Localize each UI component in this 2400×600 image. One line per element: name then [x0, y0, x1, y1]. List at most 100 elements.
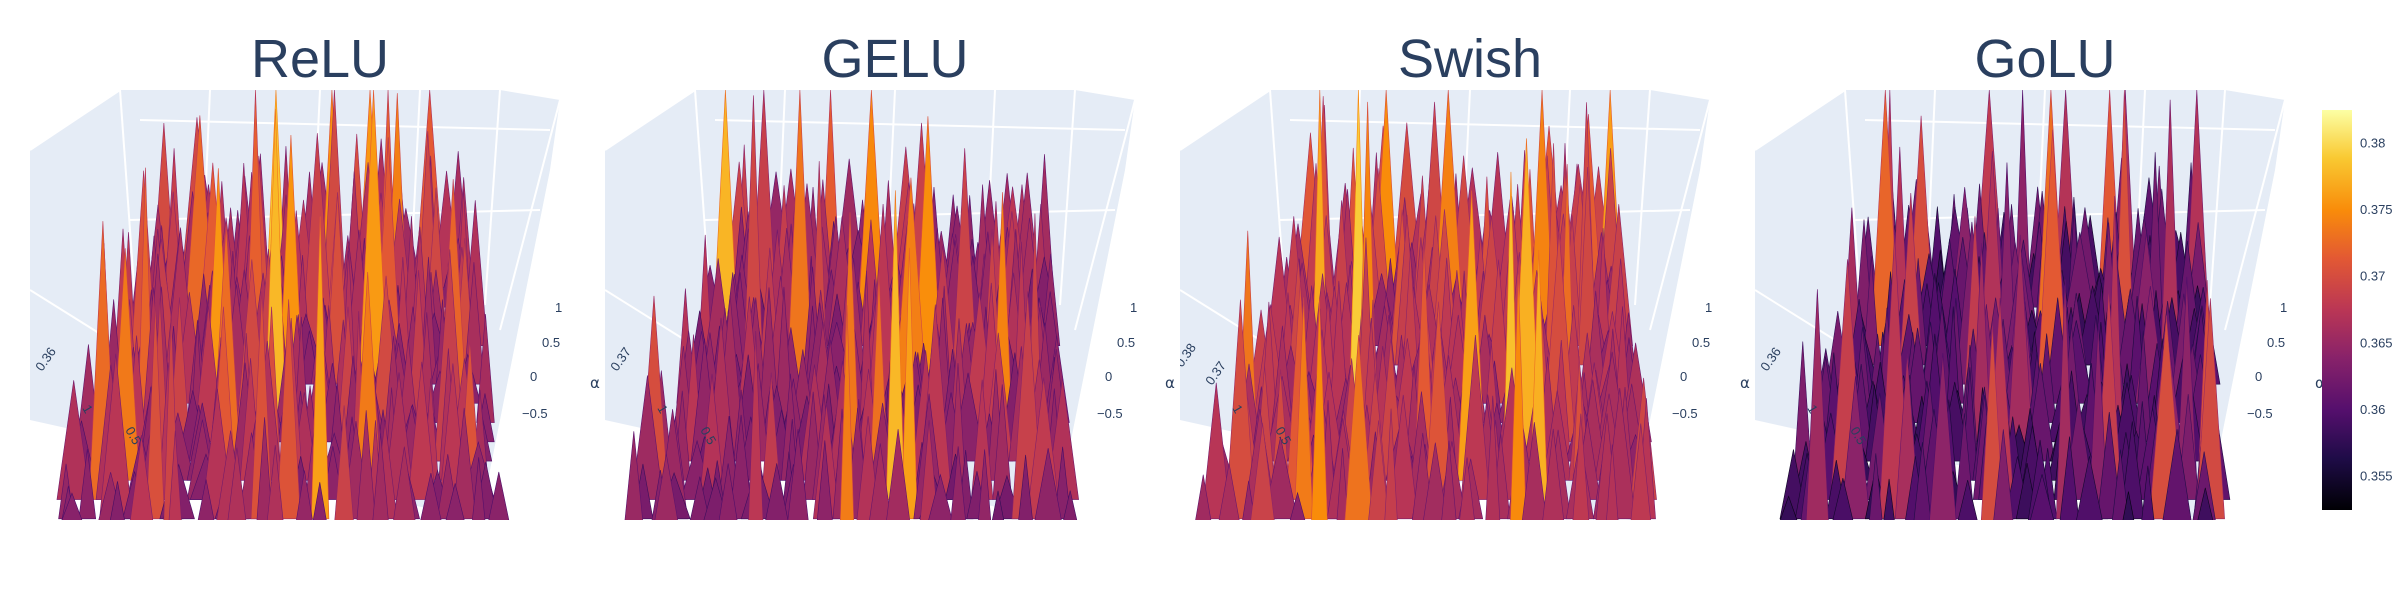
y-tick-label: −0.5: [1097, 406, 1123, 421]
surface-spike: [1955, 479, 1980, 530]
surface-spike: [652, 453, 680, 530]
colorbar-tick-label: 0.38: [2360, 135, 2385, 150]
scene-clip: [605, 520, 1185, 530]
surface-spike: [1343, 334, 1374, 530]
colorbar-tick-label: 0.36: [2360, 402, 2385, 417]
colorbar-gradient: [2322, 110, 2352, 510]
surface-spike: [816, 440, 834, 530]
y-tick-label: 0: [1105, 369, 1112, 384]
surface-spike: [108, 481, 127, 530]
y-tick-label: 1: [1705, 300, 1712, 315]
colorbar-tick-label: 0.365: [2360, 335, 2393, 350]
surface-spike: [1605, 444, 1620, 530]
y-tick-label: −0.5: [2247, 406, 2273, 421]
y-tick-label: −0.5: [1672, 406, 1698, 421]
subplot-relu[interactable]: ReLU 1 0.5 0 −0.5 α 1 0.5 0.36: [30, 0, 610, 600]
surface-spike: [1912, 442, 1933, 530]
surface-spike: [418, 472, 444, 530]
surface-spikes: [56, 90, 512, 530]
surface-spike: [486, 471, 512, 530]
subplot-title: ReLU: [250, 29, 390, 89]
surface-spike: [471, 457, 487, 530]
surface-spike: [2027, 474, 2057, 530]
surface-spikes: [1776, 90, 2231, 530]
surface-spike: [623, 431, 644, 530]
scene-clip: [30, 520, 610, 530]
surface-spike: [145, 302, 165, 520]
surface-spike: [265, 445, 285, 530]
surface-spike: [1629, 423, 1652, 530]
surface-spikes: [1193, 90, 1657, 530]
y-tick-label: 0: [2255, 369, 2262, 384]
surface-spike: [1541, 428, 1566, 530]
y-axis-title: α: [590, 374, 600, 392]
surface-spike: [1249, 423, 1276, 530]
surface-spike: [443, 483, 467, 530]
y-axis-title: α: [1740, 374, 1750, 392]
surface-spike: [884, 429, 912, 530]
surface-spike: [78, 448, 97, 520]
surface-spike: [2195, 487, 2216, 530]
surface-spike: [1388, 394, 1419, 520]
y-tick-label: 1: [1130, 300, 1137, 315]
subplot-gelu[interactable]: GELU 1 0.5 0 −0.5 α 1 0.5 0.37: [605, 0, 1185, 600]
surface-spike: [977, 449, 992, 530]
surface-spike: [2074, 456, 2105, 530]
surface-spike: [276, 299, 301, 520]
surface-spike: [1367, 420, 1390, 530]
y-tick-label: 0: [530, 369, 537, 384]
surface-spike: [1830, 478, 1856, 530]
y-tick-label: 1: [555, 300, 562, 315]
surface-spike: [949, 446, 967, 530]
surface-spike: [1458, 457, 1476, 530]
surface-spike: [255, 417, 274, 530]
surface-spike: [391, 446, 417, 530]
colorbar-tick-label: 0.355: [2360, 469, 2393, 484]
scene-clip: [1755, 520, 2335, 530]
subplot-golu[interactable]: GoLU 1 0.5 0 −0.5 α 1 0.5 0.36: [1755, 0, 2335, 600]
surface-spikes: [623, 90, 1080, 530]
surface-spike: [1520, 422, 1548, 530]
surface-spike: [2140, 465, 2156, 530]
surface-spike: [407, 361, 436, 500]
surface-spike: [1928, 353, 1958, 530]
subplot-title: GELU: [821, 29, 969, 89]
surface-spike: [1868, 453, 1884, 530]
surface-spike: [1992, 429, 2015, 530]
y-tick-label: −0.5: [522, 406, 548, 421]
y-tick-label: 1: [2280, 300, 2287, 315]
subplot-swish[interactable]: Swish 1 0.5 0 −0.5 α 1 0.5 0.38 0.37: [1180, 0, 1760, 600]
surface-spike: [1509, 274, 1527, 530]
surface-spike: [2096, 412, 2122, 520]
y-tick-label: 0.5: [1117, 335, 1135, 350]
surface-spike: [128, 435, 155, 530]
surface-spike: [226, 447, 248, 530]
surface-spike: [1805, 289, 1830, 530]
surface-spike: [2161, 429, 2194, 530]
surface-spike: [763, 463, 791, 530]
surface-spike: [195, 479, 217, 530]
subplot-title: GoLU: [1974, 29, 2116, 89]
scene-clip: [1180, 520, 1760, 530]
surface-spike: [1383, 408, 1399, 530]
surface-spike: [1017, 454, 1034, 530]
surface-spike: [1421, 442, 1450, 530]
y-tick-label: 0.5: [2267, 335, 2285, 350]
y-tick-label: 0.5: [542, 335, 560, 350]
surface-spike: [925, 473, 956, 530]
surface-spike: [1840, 376, 1871, 520]
surface-spike: [1201, 382, 1232, 520]
surface-spike: [1054, 446, 1071, 520]
surface-spike: [311, 482, 329, 530]
surface-spike: [747, 331, 764, 530]
surface-spike: [1484, 395, 1501, 530]
surface-spike: [168, 430, 183, 530]
surface-spike: [1440, 440, 1458, 530]
surface-spike: [1571, 413, 1590, 530]
surface-spike: [786, 428, 810, 530]
colorbar: 0.38 0.375 0.37 0.365 0.36 0.355: [2322, 110, 2393, 510]
